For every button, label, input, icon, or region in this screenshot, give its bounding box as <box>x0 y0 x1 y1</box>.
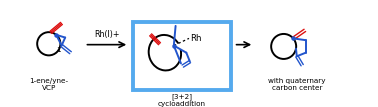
Text: [3+2]
cycloaddition: [3+2] cycloaddition <box>158 93 206 107</box>
Text: Rh: Rh <box>190 34 201 43</box>
Bar <box>133 22 231 90</box>
Text: Rh(I)+: Rh(I)+ <box>94 30 119 39</box>
Text: with quaternary
carbon center: with quaternary carbon center <box>268 78 326 91</box>
Text: 1: 1 <box>56 47 60 53</box>
Text: 1-ene/yne-
VCP: 1-ene/yne- VCP <box>29 78 68 91</box>
